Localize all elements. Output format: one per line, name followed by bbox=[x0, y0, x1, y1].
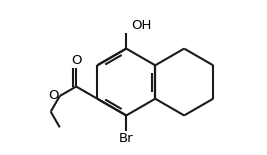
Text: O: O bbox=[71, 54, 81, 67]
Text: O: O bbox=[48, 89, 58, 102]
Text: OH: OH bbox=[131, 19, 151, 32]
Text: Br: Br bbox=[119, 132, 134, 145]
